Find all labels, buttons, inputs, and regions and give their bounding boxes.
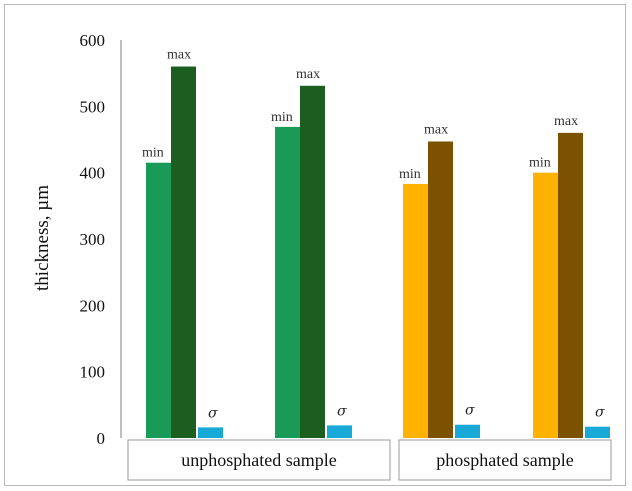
bar-min xyxy=(146,162,171,438)
tick-layer: 0 100 200 300 400 500 600 xyxy=(80,31,106,448)
category-label: phosphated sample xyxy=(436,450,573,470)
bar-layer xyxy=(146,66,610,439)
bar-max xyxy=(558,132,583,438)
category-box xyxy=(127,439,391,481)
category-box xyxy=(398,439,612,481)
bar-max xyxy=(300,85,325,439)
label-layer: min max σ min max σ min max σ min max σ xyxy=(142,48,605,422)
y-tick-label: 300 xyxy=(80,230,106,249)
bar-sigma-label: σ xyxy=(465,403,475,419)
group-layer: unphosphated sample phosphated sample xyxy=(127,439,612,481)
bar-sigma xyxy=(198,427,223,438)
bar-sigma xyxy=(585,426,610,438)
bar-min-label: min xyxy=(271,110,293,125)
category-label: unphosphated sample xyxy=(181,450,336,470)
y-tick-label: 600 xyxy=(80,31,106,50)
y-tick-label: 100 xyxy=(80,363,106,382)
bar-min-label: min xyxy=(529,156,551,171)
bar-min xyxy=(275,126,300,438)
bar-max-label: max xyxy=(296,67,320,82)
bar-sigma xyxy=(327,425,352,438)
bar-min xyxy=(403,183,428,438)
bar-max-label: max xyxy=(554,114,578,129)
y-tick-label: 0 xyxy=(97,429,106,448)
bar-min-label: min xyxy=(399,167,421,182)
y-tick-label: 400 xyxy=(80,164,106,183)
bar-max xyxy=(428,141,453,439)
bar-max-label: max xyxy=(167,48,191,63)
y-tick-label: 500 xyxy=(80,97,106,116)
y-tick-label: 200 xyxy=(80,296,106,315)
bar-min-label: min xyxy=(142,146,164,161)
axis-layer: thickness, µm xyxy=(32,40,122,438)
bar-max-label: max xyxy=(424,122,448,137)
bar-sigma-label: σ xyxy=(337,403,347,419)
bar-sigma-label: σ xyxy=(208,405,218,421)
bar-max xyxy=(171,66,196,439)
y-axis-title: thickness, µm xyxy=(32,185,53,291)
bar-min xyxy=(533,172,558,438)
bar-sigma-label: σ xyxy=(595,405,605,421)
bar-sigma xyxy=(455,424,480,438)
